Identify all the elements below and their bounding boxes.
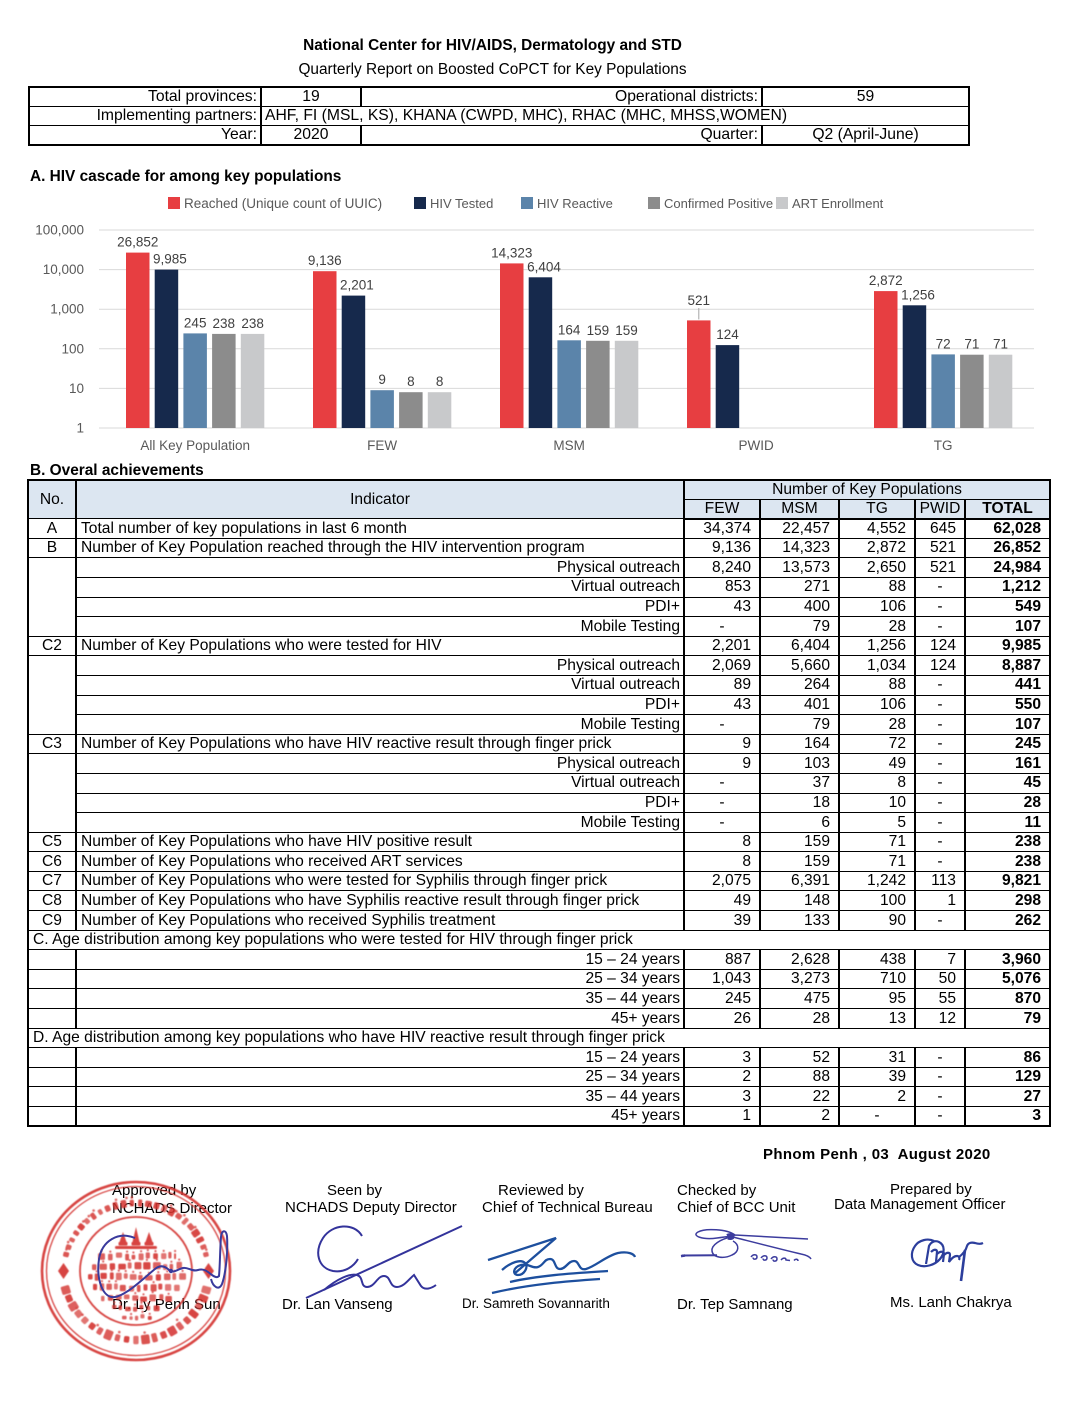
svg-text:1: 1 [76, 421, 84, 436]
svg-text:159: 159 [615, 323, 638, 338]
svg-text:10: 10 [69, 381, 84, 396]
svg-text:6,404: 6,404 [527, 259, 561, 274]
svg-text:26,852: 26,852 [117, 235, 158, 250]
svg-text:238: 238 [241, 316, 264, 331]
svg-text:HIV Reactive: HIV Reactive [537, 196, 613, 211]
svg-text:2,201: 2,201 [340, 278, 374, 293]
svg-text:HIV Tested: HIV Tested [430, 196, 493, 211]
svg-text:FEW: FEW [367, 438, 397, 453]
svg-text:10,000: 10,000 [43, 262, 84, 277]
svg-text:ART Enrollment: ART Enrollment [792, 196, 884, 211]
svg-text:PWID: PWID [738, 438, 773, 453]
svg-text:124: 124 [716, 327, 739, 342]
svg-text:8: 8 [436, 374, 444, 389]
svg-text:71: 71 [964, 337, 979, 352]
svg-text:All Key Population: All Key Population [140, 438, 250, 453]
svg-text:9: 9 [378, 372, 386, 387]
svg-text:521: 521 [688, 293, 711, 308]
svg-text:9,136: 9,136 [308, 253, 342, 268]
svg-text:8: 8 [407, 374, 415, 389]
svg-text:9,985: 9,985 [153, 252, 187, 267]
svg-text:164: 164 [558, 322, 581, 337]
svg-text:1,000: 1,000 [50, 302, 84, 317]
svg-text:TG: TG [934, 438, 953, 453]
svg-text:2,872: 2,872 [869, 273, 903, 288]
svg-text:Reached (Unique count of UUIC): Reached (Unique count of UUIC) [184, 196, 382, 211]
svg-text:71: 71 [993, 337, 1008, 352]
svg-text:100,000: 100,000 [35, 223, 84, 238]
svg-text:72: 72 [936, 336, 951, 351]
svg-text:159: 159 [587, 323, 610, 338]
svg-text:1,256: 1,256 [901, 287, 935, 302]
svg-text:14,323: 14,323 [491, 245, 532, 260]
svg-text:100: 100 [61, 341, 84, 356]
svg-text:245: 245 [184, 315, 207, 330]
svg-text:238: 238 [213, 316, 236, 331]
svg-text:MSM: MSM [553, 438, 585, 453]
svg-text:Confirmed Positive: Confirmed Positive [664, 196, 773, 211]
